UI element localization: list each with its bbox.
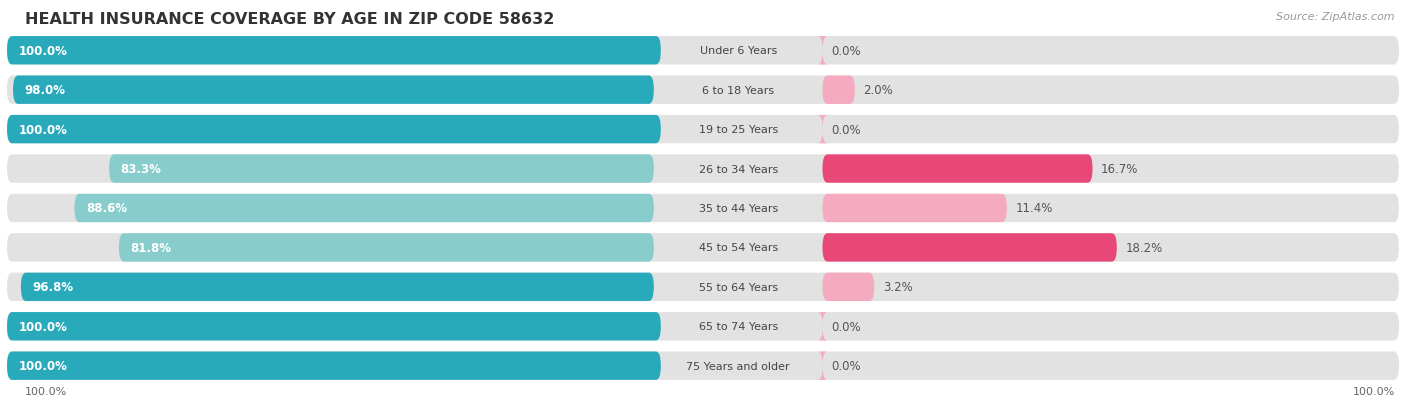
Text: 19 to 25 Years: 19 to 25 Years <box>699 125 778 135</box>
Text: 98.0%: 98.0% <box>24 84 65 97</box>
Text: 100.0%: 100.0% <box>18 359 67 372</box>
Text: HEALTH INSURANCE COVERAGE BY AGE IN ZIP CODE 58632: HEALTH INSURANCE COVERAGE BY AGE IN ZIP … <box>25 12 555 27</box>
Text: 88.6%: 88.6% <box>86 202 127 215</box>
FancyBboxPatch shape <box>818 116 827 144</box>
FancyBboxPatch shape <box>75 194 654 223</box>
Text: 26 to 34 Years: 26 to 34 Years <box>699 164 778 174</box>
Text: 100.0%: 100.0% <box>18 45 67 58</box>
Text: 75 Years and older: 75 Years and older <box>686 361 790 371</box>
FancyBboxPatch shape <box>818 312 827 341</box>
FancyBboxPatch shape <box>7 116 661 144</box>
Text: 65 to 74 Years: 65 to 74 Years <box>699 321 778 332</box>
FancyBboxPatch shape <box>818 351 827 380</box>
Text: 0.0%: 0.0% <box>831 123 860 136</box>
FancyBboxPatch shape <box>818 37 827 65</box>
Text: 2.0%: 2.0% <box>863 84 893 97</box>
FancyBboxPatch shape <box>7 234 1399 262</box>
Text: 55 to 64 Years: 55 to 64 Years <box>699 282 778 292</box>
Text: 18.2%: 18.2% <box>1125 241 1163 254</box>
FancyBboxPatch shape <box>823 76 855 104</box>
Text: 100.0%: 100.0% <box>1353 387 1395 396</box>
Text: 11.4%: 11.4% <box>1015 202 1053 215</box>
FancyBboxPatch shape <box>13 76 654 104</box>
FancyBboxPatch shape <box>823 194 1007 223</box>
FancyBboxPatch shape <box>7 116 1399 144</box>
FancyBboxPatch shape <box>7 37 1399 65</box>
FancyBboxPatch shape <box>823 273 875 301</box>
Text: 16.7%: 16.7% <box>1101 163 1139 176</box>
Text: 0.0%: 0.0% <box>831 359 860 372</box>
Text: 100.0%: 100.0% <box>25 387 67 396</box>
FancyBboxPatch shape <box>21 273 654 301</box>
Text: Under 6 Years: Under 6 Years <box>700 46 776 56</box>
Text: 0.0%: 0.0% <box>831 45 860 58</box>
FancyBboxPatch shape <box>120 234 654 262</box>
Text: 0.0%: 0.0% <box>831 320 860 333</box>
FancyBboxPatch shape <box>7 37 661 65</box>
FancyBboxPatch shape <box>7 351 661 380</box>
FancyBboxPatch shape <box>823 234 1116 262</box>
Text: 45 to 54 Years: 45 to 54 Years <box>699 243 778 253</box>
Text: Source: ZipAtlas.com: Source: ZipAtlas.com <box>1277 12 1395 22</box>
FancyBboxPatch shape <box>823 155 1092 183</box>
FancyBboxPatch shape <box>7 312 661 341</box>
Text: 6 to 18 Years: 6 to 18 Years <box>702 85 775 95</box>
Text: 35 to 44 Years: 35 to 44 Years <box>699 204 778 214</box>
Text: 96.8%: 96.8% <box>32 281 73 294</box>
FancyBboxPatch shape <box>7 155 1399 183</box>
FancyBboxPatch shape <box>7 312 1399 341</box>
FancyBboxPatch shape <box>7 273 1399 301</box>
FancyBboxPatch shape <box>7 76 1399 104</box>
FancyBboxPatch shape <box>7 194 1399 223</box>
Text: 81.8%: 81.8% <box>131 241 172 254</box>
FancyBboxPatch shape <box>110 155 654 183</box>
Text: 100.0%: 100.0% <box>18 123 67 136</box>
Text: 3.2%: 3.2% <box>883 281 912 294</box>
Text: 83.3%: 83.3% <box>121 163 162 176</box>
Text: 100.0%: 100.0% <box>18 320 67 333</box>
FancyBboxPatch shape <box>7 351 1399 380</box>
